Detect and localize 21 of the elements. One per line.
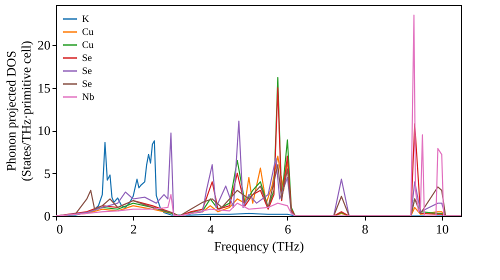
- x-tick-label: 0: [56, 222, 63, 236]
- y-tick-label: 20: [38, 38, 50, 53]
- x-tick-label: 4: [208, 222, 215, 236]
- y-axis-title: Phonon projected DOS (States/THz·primitive cell): [4, 40, 34, 182]
- x-axis-title: Frequency (THz): [214, 238, 304, 254]
- legend-label: Se: [82, 79, 93, 90]
- legend-label: Se: [82, 66, 93, 77]
- y-tick-label: 10: [38, 123, 50, 138]
- x-tick-label: 10: [436, 222, 449, 236]
- legend-label: K: [82, 14, 90, 25]
- x-tick-label: 2: [130, 222, 137, 236]
- y-tick-label: 5: [44, 166, 50, 181]
- legend-label: Cu: [82, 27, 94, 38]
- legend-label: Se: [82, 53, 93, 64]
- x-tick-label: 6: [284, 222, 292, 236]
- legend-label: Nb: [82, 92, 94, 103]
- y-tick-label: 0: [44, 208, 50, 224]
- y-tick-label: 15: [38, 80, 50, 96]
- x-tick-label: 8: [362, 222, 368, 236]
- legend-label: Cu: [82, 40, 94, 51]
- line-series: [56, 14, 461, 216]
